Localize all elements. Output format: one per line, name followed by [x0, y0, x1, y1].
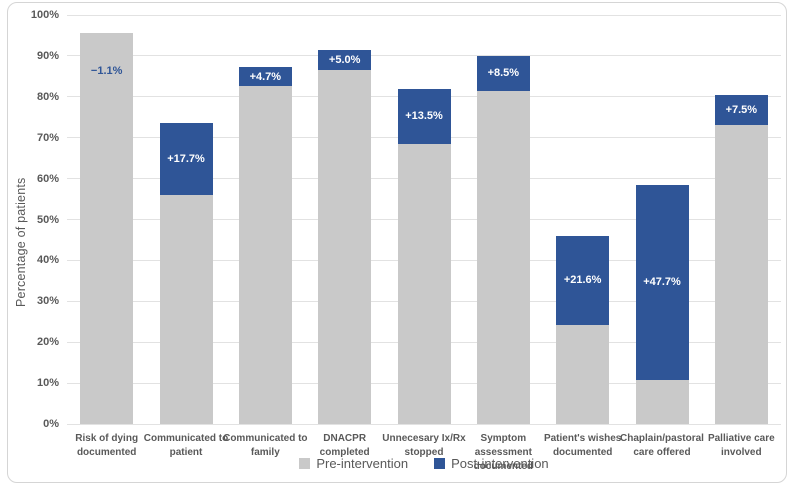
y-tick-label: 90% [36, 49, 59, 62]
bar-pre-intervention [476, 90, 530, 424]
x-axis-label: Unnecesary Ix/Rx stopped [382, 433, 466, 458]
x-axis-labels: Risk of dying documented Communicated to … [67, 432, 781, 472]
delta-label: −1.1% [90, 65, 123, 78]
chart-card: Percentage of patients 0% 10% 20% 30% 40% 50%… [7, 2, 787, 483]
bar-pre-intervention [238, 86, 292, 424]
gridline [67, 14, 781, 16]
bar-post-intervention [397, 88, 451, 144]
post-intervention-swatch-icon [434, 458, 446, 469]
legend-label-pre-intervention: Pre-intervention [316, 456, 409, 471]
plot-area: −1.1% +17.7% +4.7% +5.0% +13.5% +8.5% +21.6% +4… [67, 14, 781, 425]
x-axis-label: Symptom assessment documented [473, 433, 534, 472]
legend: Pre-intervention Post-intervention [67, 456, 781, 471]
y-tick-label: 60% [36, 172, 59, 185]
legend-label-post-intervention: Post-intervention [451, 456, 549, 471]
delta-label: +17.7% [167, 152, 205, 165]
legend-item-post-intervention: Post-intervention [434, 456, 549, 471]
bar-post-intervention [318, 49, 372, 71]
bar-pre-intervention [80, 33, 134, 424]
bar-pre-intervention [635, 379, 689, 424]
x-axis-label: Communicated to patient [143, 433, 229, 458]
y-tick-label: 0% [43, 418, 59, 430]
delta-label: +4.7% [249, 70, 282, 83]
x-axis-label: Communicated to family [223, 433, 308, 458]
y-axis-ticks: 0% 10% 20% 30% 40% 50% 60% 70% 80% 90% 100% [8, 9, 59, 430]
x-axis-label: Patient's wishes documented [543, 433, 622, 458]
bar-post-intervention [238, 66, 292, 87]
delta-label: +8.5% [487, 67, 520, 80]
bar-pre-intervention [159, 194, 213, 424]
x-axis-label: DNACPR completed [319, 433, 370, 458]
y-tick-label: 30% [36, 295, 59, 308]
x-axis-label: Risk of dying documented [75, 433, 139, 458]
x-axis-label: Chaplain/pastoral care offered [620, 433, 704, 458]
y-tick-label: 70% [36, 131, 59, 144]
bar-post-intervention [635, 184, 689, 380]
y-tick-label: 40% [36, 254, 59, 267]
bar-pre-intervention [397, 143, 451, 424]
delta-label: +13.5% [405, 110, 443, 123]
y-tick-label: 50% [36, 213, 59, 226]
y-tick-label: 80% [36, 90, 59, 103]
delta-label: +21.6% [563, 274, 602, 287]
y-tick-label: 10% [36, 377, 59, 390]
bar-post-intervention [476, 55, 530, 91]
bar-post-intervention [556, 236, 610, 325]
y-tick-label: 20% [36, 336, 59, 349]
y-tick-label: 100% [30, 9, 59, 21]
x-axis-label: Palliative care involved [707, 433, 775, 458]
delta-label: +5.0% [328, 53, 361, 66]
bar-post-intervention [714, 94, 768, 126]
bar-post-intervention [159, 122, 213, 195]
delta-label: +47.7% [643, 276, 681, 289]
gridline [67, 55, 781, 57]
pre-intervention-swatch-icon [299, 458, 311, 469]
legend-item-pre-intervention: Pre-intervention [299, 456, 408, 471]
bar-pre-intervention [714, 125, 768, 424]
delta-label: +7.5% [725, 104, 758, 117]
gridline [67, 423, 781, 425]
bar-pre-intervention [318, 70, 372, 424]
bar-pre-intervention [556, 324, 610, 424]
